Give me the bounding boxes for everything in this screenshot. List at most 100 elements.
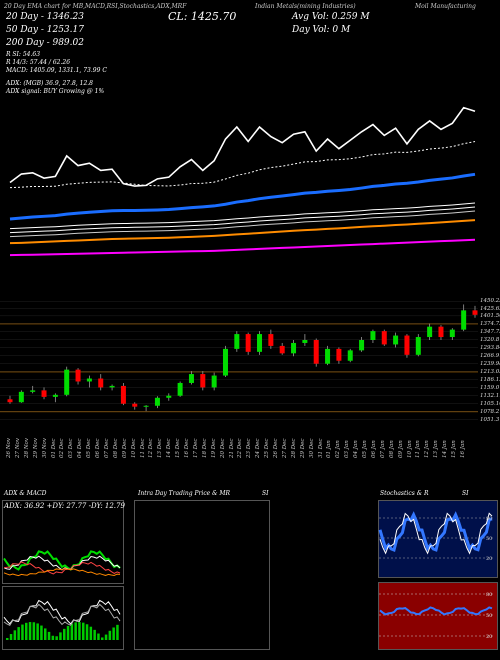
rsi-panel — [378, 582, 498, 650]
price-axis-label: 1425.62 — [480, 305, 500, 312]
price-axis-label: 1293.84 — [480, 344, 500, 351]
candle-2 — [30, 390, 36, 392]
si2-label: SI — [462, 490, 469, 497]
stoch-d-line — [379, 512, 493, 555]
candle-5 — [64, 369, 70, 395]
price-axis-label: 1401.56 — [480, 312, 500, 319]
candle-14 — [166, 395, 172, 398]
price-axis-label: 1374.73 — [480, 320, 500, 327]
ticker-line: 20 Day EMA chart for MB,MACD,RSI,Stochas… — [4, 3, 187, 10]
candle-7 — [86, 378, 92, 382]
macd-bar-4 — [21, 624, 24, 640]
candle-38 — [438, 326, 444, 338]
macd-bar-24 — [97, 633, 100, 640]
candle-12 — [143, 405, 149, 407]
candle-35 — [404, 335, 410, 355]
si-label: SI — [262, 490, 269, 497]
macd-bar-2 — [13, 630, 17, 640]
macd-bar-28 — [112, 627, 115, 640]
macd-bar-11 — [47, 631, 51, 640]
adx-values: ADX: 36.92 +DY: 27.77 -DY: 12.79 — [4, 502, 125, 510]
macd-bar-0 — [6, 638, 9, 640]
candle-31 — [359, 340, 365, 351]
candle-24 — [279, 345, 285, 354]
adx-panel-title: ADX & MACD — [4, 490, 47, 497]
candle-10 — [120, 385, 126, 404]
ema-line-ema100-b — [9, 206, 476, 234]
macd-signal-line — [3, 603, 121, 626]
price-axis-label: 1347.75 — [480, 328, 500, 335]
stoch-level-label: 80 — [486, 516, 492, 522]
ema-line-ema100 — [9, 202, 476, 230]
price-axis-label: 1132.11 — [480, 392, 500, 399]
macd-bar-7 — [32, 622, 36, 640]
macd-bar-27 — [108, 630, 112, 640]
stoch-panel-title: Stochastics & R — [380, 490, 429, 497]
macd-bar-25 — [101, 637, 104, 640]
candle-22 — [257, 334, 263, 352]
candle-32 — [370, 331, 376, 340]
candle-17 — [200, 374, 206, 388]
macd-bar-19 — [78, 622, 81, 640]
company-name: Moil Manufacturing — [415, 3, 476, 10]
candle-29 — [336, 348, 342, 361]
price-axis-label: 1450.25 — [480, 298, 500, 305]
candle-8 — [98, 378, 104, 388]
rsi-level-label: 80 — [486, 592, 492, 598]
macd-bar-16 — [66, 625, 70, 640]
macd-bar-23 — [93, 629, 96, 640]
candle-16 — [188, 374, 194, 383]
macd-bar-21 — [85, 624, 89, 640]
candle-28 — [325, 348, 331, 364]
macd-bar-9 — [40, 625, 43, 640]
stoch-level-label: 20 — [486, 556, 492, 562]
price-axis-label: 1105.16 — [480, 400, 500, 407]
candle-40 — [461, 310, 467, 330]
macd-bar-20 — [82, 622, 85, 640]
candle-20 — [234, 334, 240, 349]
candle-41 — [472, 310, 478, 315]
ema-line-ema50 — [9, 172, 476, 221]
price-chart — [0, 106, 478, 420]
macd-bar-14 — [59, 632, 62, 640]
macd-bar-18 — [74, 622, 77, 640]
macd-bar-15 — [63, 628, 66, 640]
macd-bar-5 — [25, 622, 28, 640]
adx-plus-line — [3, 550, 121, 571]
stoch-label: R 14/3: 57.44 / 62.26 — [6, 59, 71, 66]
macd-bar-10 — [44, 628, 47, 640]
macd-bar-6 — [28, 622, 32, 640]
intraday-panel — [134, 500, 270, 650]
macd-bar-29 — [116, 624, 119, 640]
candle-1 — [18, 391, 24, 403]
price-axis-label: 1320.8 — [480, 336, 500, 343]
macd-line — [3, 599, 121, 625]
candle-3 — [41, 390, 47, 397]
day-vol-label: Day Vol: 0 M — [292, 25, 351, 35]
candle-6 — [75, 369, 81, 382]
macd-bar-22 — [89, 626, 93, 640]
macd-bar-26 — [104, 634, 108, 640]
candle-26 — [302, 340, 308, 343]
price-axis-label: 1186.12 — [480, 376, 500, 383]
macd-bar-12 — [51, 635, 55, 640]
macd-label: MACD: 1405.09, 1331.1, 73.99 C — [6, 67, 107, 74]
stoch-k-line — [378, 511, 493, 553]
price-axis-label: 1266.91 — [480, 352, 500, 359]
avg-vol-label: Avg Vol: 0.259 M — [292, 12, 370, 22]
intraday-panel-title: Intra Day Trading Price & MR — [138, 490, 231, 497]
ema200-label: 200 Day - 989.02 — [6, 38, 84, 48]
macd-bar-17 — [70, 623, 74, 640]
candle-23 — [268, 334, 274, 346]
candle-0 — [7, 399, 13, 403]
macd-bar-1 — [9, 634, 13, 640]
adx-ma-line — [3, 567, 121, 577]
ema-line-ema20 — [9, 141, 476, 189]
close-label: CL: 1425.70 — [168, 10, 237, 23]
ema-line-ema200 — [9, 219, 476, 245]
candle-9 — [109, 385, 115, 388]
adx-panel — [2, 500, 124, 584]
adx-minus-line — [3, 561, 121, 575]
exchange-line: Indian Metals(mining Industries) — [255, 3, 356, 10]
